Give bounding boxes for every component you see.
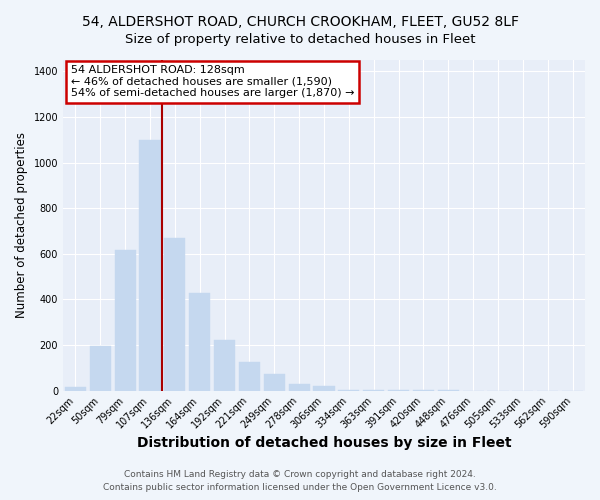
Bar: [139, 140, 161, 390]
Bar: [65, 387, 86, 390]
Bar: [90, 346, 111, 391]
Bar: [289, 384, 310, 390]
Text: 54 ALDERSHOT ROAD: 128sqm
← 46% of detached houses are smaller (1,590)
54% of se: 54 ALDERSHOT ROAD: 128sqm ← 46% of detac…: [71, 65, 355, 98]
Text: 54, ALDERSHOT ROAD, CHURCH CROOKHAM, FLEET, GU52 8LF: 54, ALDERSHOT ROAD, CHURCH CROOKHAM, FLE…: [82, 15, 518, 29]
X-axis label: Distribution of detached houses by size in Fleet: Distribution of detached houses by size …: [137, 436, 511, 450]
Bar: [115, 250, 136, 390]
Bar: [239, 362, 260, 390]
Y-axis label: Number of detached properties: Number of detached properties: [15, 132, 28, 318]
Text: Size of property relative to detached houses in Fleet: Size of property relative to detached ho…: [125, 32, 475, 46]
Bar: [214, 340, 235, 390]
Bar: [164, 238, 185, 390]
Bar: [264, 374, 285, 390]
Bar: [189, 292, 211, 390]
Bar: [313, 386, 335, 390]
Text: Contains HM Land Registry data © Crown copyright and database right 2024.
Contai: Contains HM Land Registry data © Crown c…: [103, 470, 497, 492]
